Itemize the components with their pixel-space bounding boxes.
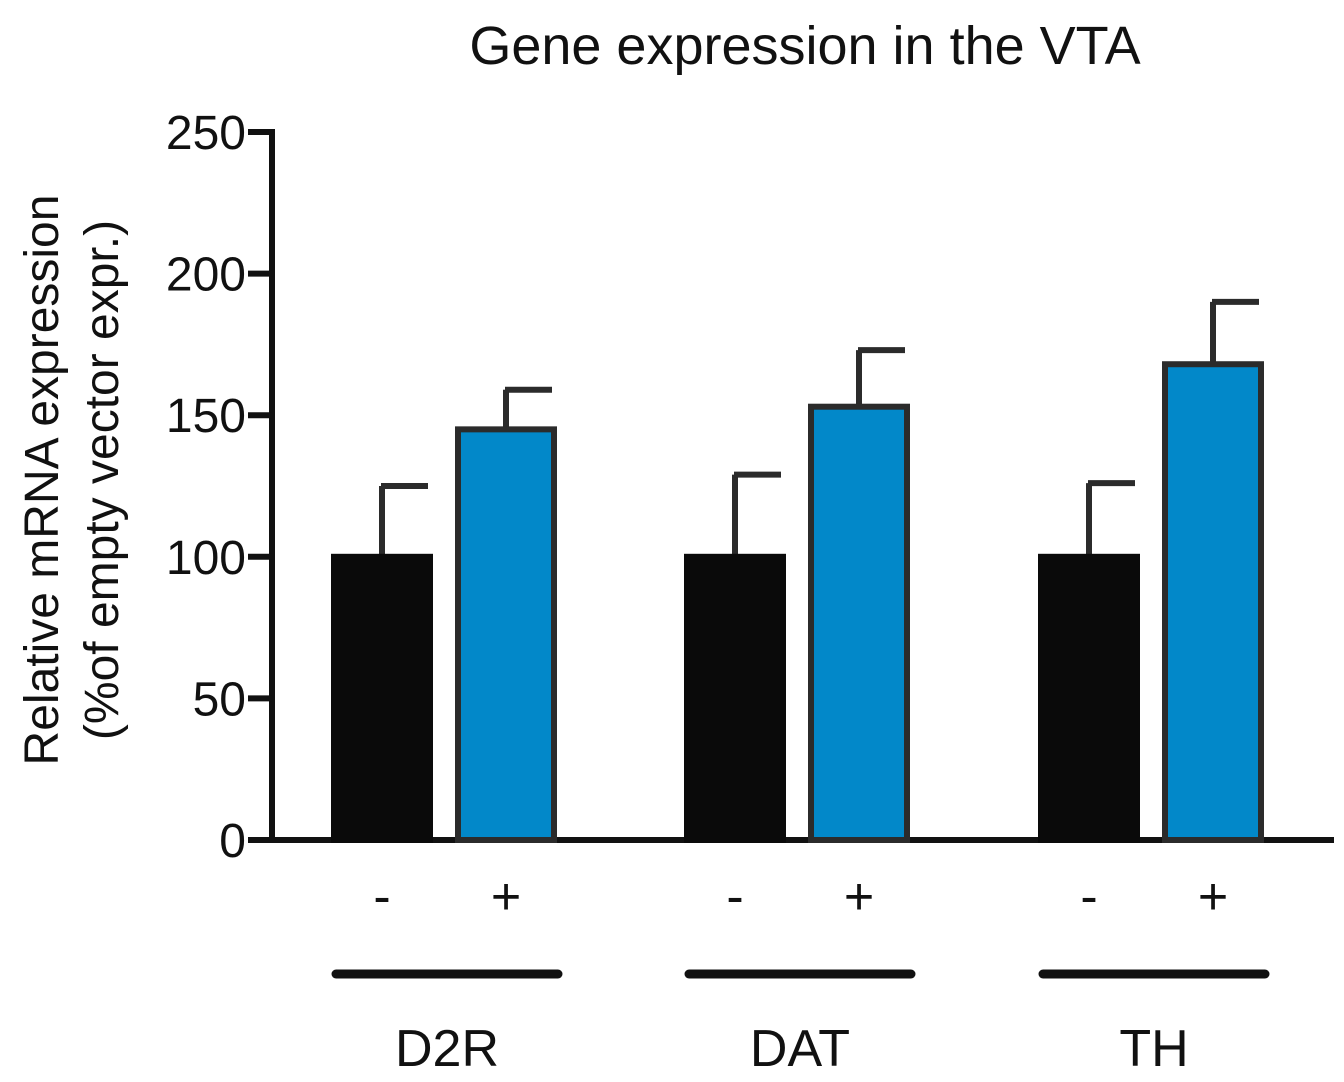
group-label-th: TH — [1119, 1020, 1188, 1078]
y-tick-label: 100 — [166, 532, 246, 585]
condition-label: + — [491, 868, 521, 926]
condition-label: - — [726, 868, 743, 926]
bar-dat-plus — [808, 403, 910, 843]
bar-th-plus — [1162, 361, 1264, 843]
y-tick-label: 0 — [219, 815, 246, 868]
bar-dat-minus — [684, 553, 786, 843]
y-tick-label: 50 — [193, 673, 246, 726]
condition-label: - — [373, 868, 390, 926]
bar-th-minus — [1038, 553, 1140, 843]
y-tick-label: 150 — [166, 390, 246, 443]
y-tick-label: 200 — [166, 249, 246, 302]
plot-area: 0 50 100 150 200 250 - + D2R - + DAT - + TH — [166, 107, 1334, 1078]
group-label-d2r: D2R — [395, 1020, 499, 1078]
chart-title: Gene expression in the VTA — [469, 16, 1140, 76]
y-axis-label-line2: (%of empty vector expr.) — [76, 220, 129, 740]
condition-label: - — [1080, 868, 1097, 926]
group-label-dat: DAT — [750, 1020, 850, 1078]
y-axis-label-line1: Relative mRNA expression — [16, 195, 69, 766]
bar-d2r-minus — [331, 553, 433, 843]
condition-label: + — [1198, 868, 1228, 926]
condition-label: + — [844, 868, 874, 926]
bar-d2r-plus — [455, 426, 557, 843]
y-tick-label: 250 — [166, 107, 246, 160]
